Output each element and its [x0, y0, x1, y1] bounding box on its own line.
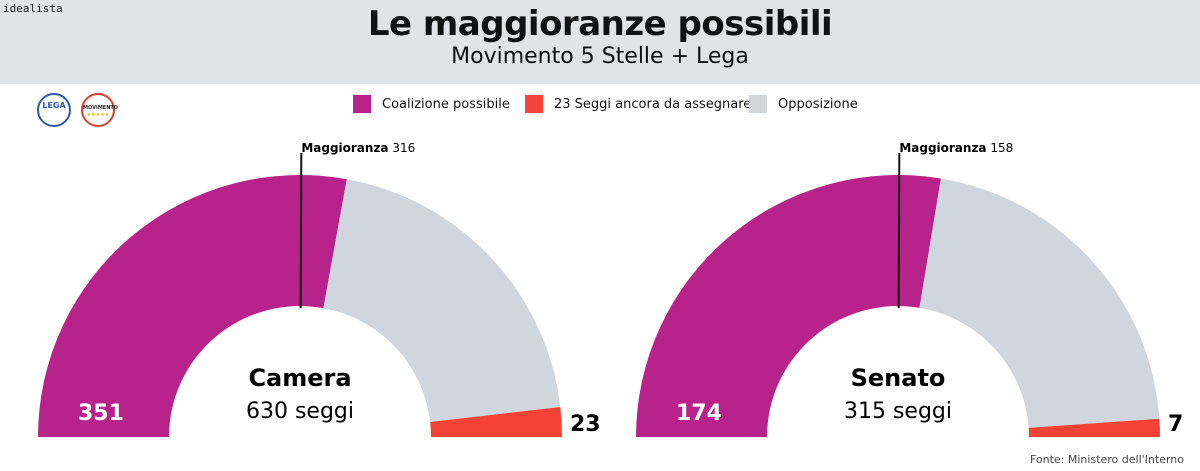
senato-majority-label: Maggioranza 158 — [899, 141, 1013, 155]
lega-logo-icon: LEGA — [37, 93, 71, 127]
legend-label-opposizione: Opposizione — [778, 96, 858, 112]
legend-item-seggi: 23 Seggi ancora da assegnare — [525, 95, 751, 113]
legend-swatch-seggi — [525, 95, 543, 113]
senato-segment-0 — [636, 174, 941, 437]
senato-coalition-value: 174 — [676, 401, 722, 426]
legend-swatch-coalizione — [353, 95, 371, 113]
camera-majority-label: Maggioranza 316 — [301, 141, 415, 155]
senato-segment-2 — [1028, 418, 1160, 437]
m5s-logo-icon: MOVIMENTO ★★★★★ — [81, 93, 118, 127]
legend-item-coalizione: Coalizione possibile — [353, 95, 510, 113]
chart-subtitle: Movimento 5 Stelle + Lega — [451, 44, 749, 69]
brand-label: idealista — [3, 2, 63, 15]
legend: Coalizione possibile 23 Seggi ancora da … — [0, 95, 1200, 115]
camera-coalition-value: 351 — [78, 401, 124, 426]
legend-item-opposizione: Opposizione — [749, 95, 858, 113]
senato-total-label: 315 seggi — [844, 399, 952, 424]
senato-name-label: Senato — [851, 364, 946, 392]
camera-name-label: Camera — [248, 364, 351, 392]
senato-majority-line — [897, 152, 901, 309]
senato-segment-1 — [919, 178, 1160, 428]
camera-segment-2 — [430, 407, 562, 437]
camera-total-label: 630 seggi — [246, 399, 354, 424]
camera-unassigned-value: 23 — [570, 412, 601, 437]
chart-title: Le maggioranze possibili — [367, 4, 833, 44]
camera-segment-1 — [323, 179, 561, 423]
camera-segment-0 — [38, 175, 347, 437]
header-banner: idealista Le maggioranze possibili Movim… — [0, 0, 1200, 84]
legend-label-seggi: 23 Seggi ancora da assegnare — [554, 96, 752, 112]
senato-unassigned-value: 7 — [1168, 412, 1183, 437]
source-note: Fonte: Ministero dell'Interno — [1029, 453, 1184, 466]
legend-swatch-opposizione — [749, 95, 767, 113]
legend-label-coalizione: Coalizione possibile — [382, 96, 510, 112]
camera-majority-line — [299, 152, 303, 309]
